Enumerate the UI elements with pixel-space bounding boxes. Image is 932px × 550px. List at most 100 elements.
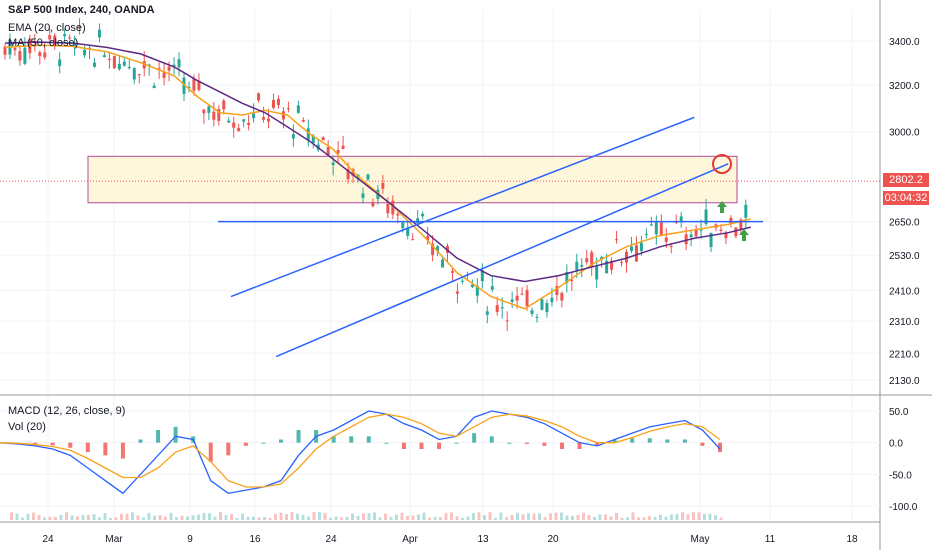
volume-bar xyxy=(378,517,382,520)
price-tick-label: 2410.0 xyxy=(889,286,920,297)
time-tick-label: 18 xyxy=(846,534,858,545)
candle-body xyxy=(644,233,648,235)
candle-body xyxy=(177,59,181,68)
candle-body xyxy=(311,135,315,144)
volume-bar xyxy=(180,515,184,520)
candle-body xyxy=(73,43,77,47)
volume-bar xyxy=(213,516,217,520)
candle-body xyxy=(321,137,325,141)
candle-body xyxy=(301,120,305,122)
candle-body xyxy=(475,285,479,296)
volume-bar xyxy=(543,517,547,520)
volume-bar xyxy=(351,513,354,520)
candle-body xyxy=(182,77,186,94)
candle-body xyxy=(555,286,559,295)
candle-body xyxy=(326,147,330,156)
volume-bar xyxy=(26,513,30,520)
candle-body xyxy=(505,320,509,322)
volume-bar xyxy=(296,513,299,520)
candle-body xyxy=(68,37,72,39)
volume-bar xyxy=(81,515,85,520)
time-tick-label: 24 xyxy=(42,534,54,545)
candle-body xyxy=(625,251,628,263)
candle-body xyxy=(361,193,365,198)
price-tick-label: 3200.0 xyxy=(889,81,920,92)
candle-body xyxy=(371,202,375,207)
volume-bar xyxy=(620,517,624,520)
candle-body xyxy=(545,303,549,313)
up-arrow-icon xyxy=(717,201,727,213)
candle-body xyxy=(237,127,241,132)
candle-body xyxy=(396,213,400,216)
volume-bar xyxy=(505,517,508,520)
time-tick-label: Apr xyxy=(402,534,418,545)
candle-body xyxy=(291,134,295,139)
volume-bar xyxy=(54,516,57,520)
volume-bar xyxy=(274,513,277,520)
candle-body xyxy=(257,93,261,101)
ema-legend: EMA (20, close) xyxy=(8,22,86,34)
candle-body xyxy=(391,200,395,215)
volume-bar xyxy=(268,517,272,520)
candle-body xyxy=(709,232,713,247)
volume-bar xyxy=(65,512,68,520)
candle-body xyxy=(470,284,474,288)
macd-histogram-bar xyxy=(226,442,231,456)
candle-body xyxy=(699,229,703,231)
countdown-badge: 03:04:32 xyxy=(883,191,929,205)
macd-histogram-bar xyxy=(577,442,582,449)
volume-bar xyxy=(538,513,541,520)
macd-tick-label: -100.0 xyxy=(889,502,918,513)
macd-histogram-bar xyxy=(401,442,406,449)
macd-line xyxy=(0,410,721,495)
candle-body xyxy=(286,108,290,110)
candle-body xyxy=(336,150,340,154)
volume-bar xyxy=(362,513,365,520)
volume-bar xyxy=(246,516,250,520)
candle-body xyxy=(460,280,464,282)
macd-histogram-bar xyxy=(384,442,389,444)
macd-histogram-bar xyxy=(507,442,512,444)
volume-bar xyxy=(367,513,371,520)
volume-bar xyxy=(389,517,393,520)
volume-bar xyxy=(477,512,481,520)
candle-body xyxy=(386,203,390,214)
candle-body xyxy=(600,256,604,260)
macd-histogram-bar xyxy=(331,436,336,443)
macd-histogram-bar xyxy=(472,433,477,443)
price-tick-label: 3400.0 xyxy=(889,37,920,48)
volume-bar xyxy=(252,516,255,520)
volume-bar xyxy=(642,517,646,520)
up-arrow-icon xyxy=(739,229,749,241)
candle-body xyxy=(167,66,171,71)
macd-histogram-bar xyxy=(647,438,652,443)
candle-body xyxy=(495,305,499,312)
volume-bar xyxy=(719,517,723,520)
volume-bar xyxy=(697,512,701,520)
volume-bar xyxy=(208,513,211,520)
candle-body xyxy=(734,227,738,237)
candle-body xyxy=(659,222,663,236)
volume-bar xyxy=(334,516,338,520)
volume-bar xyxy=(582,512,585,520)
volume-bar xyxy=(169,512,173,520)
volume-bar xyxy=(76,516,79,520)
candle-body xyxy=(58,59,62,67)
volume-bar xyxy=(241,513,244,520)
volume-bar xyxy=(224,515,228,520)
macd-histogram-bar xyxy=(138,439,143,443)
volume-bar xyxy=(230,514,233,520)
macd-histogram-bar xyxy=(68,442,73,448)
candle-body xyxy=(550,297,554,303)
candle-body xyxy=(689,234,693,238)
time-tick-label: 24 xyxy=(325,534,337,545)
candle-body xyxy=(262,117,266,120)
macd-histogram-bar xyxy=(278,439,283,443)
volume-bar xyxy=(483,515,486,520)
macd-legend: MACD (12, 26, close, 9) xyxy=(8,405,126,417)
volume-bar xyxy=(197,514,200,520)
candle-body xyxy=(172,64,176,67)
macd-tick-label: -50.0 xyxy=(889,470,912,481)
highlight-circle xyxy=(712,154,732,174)
